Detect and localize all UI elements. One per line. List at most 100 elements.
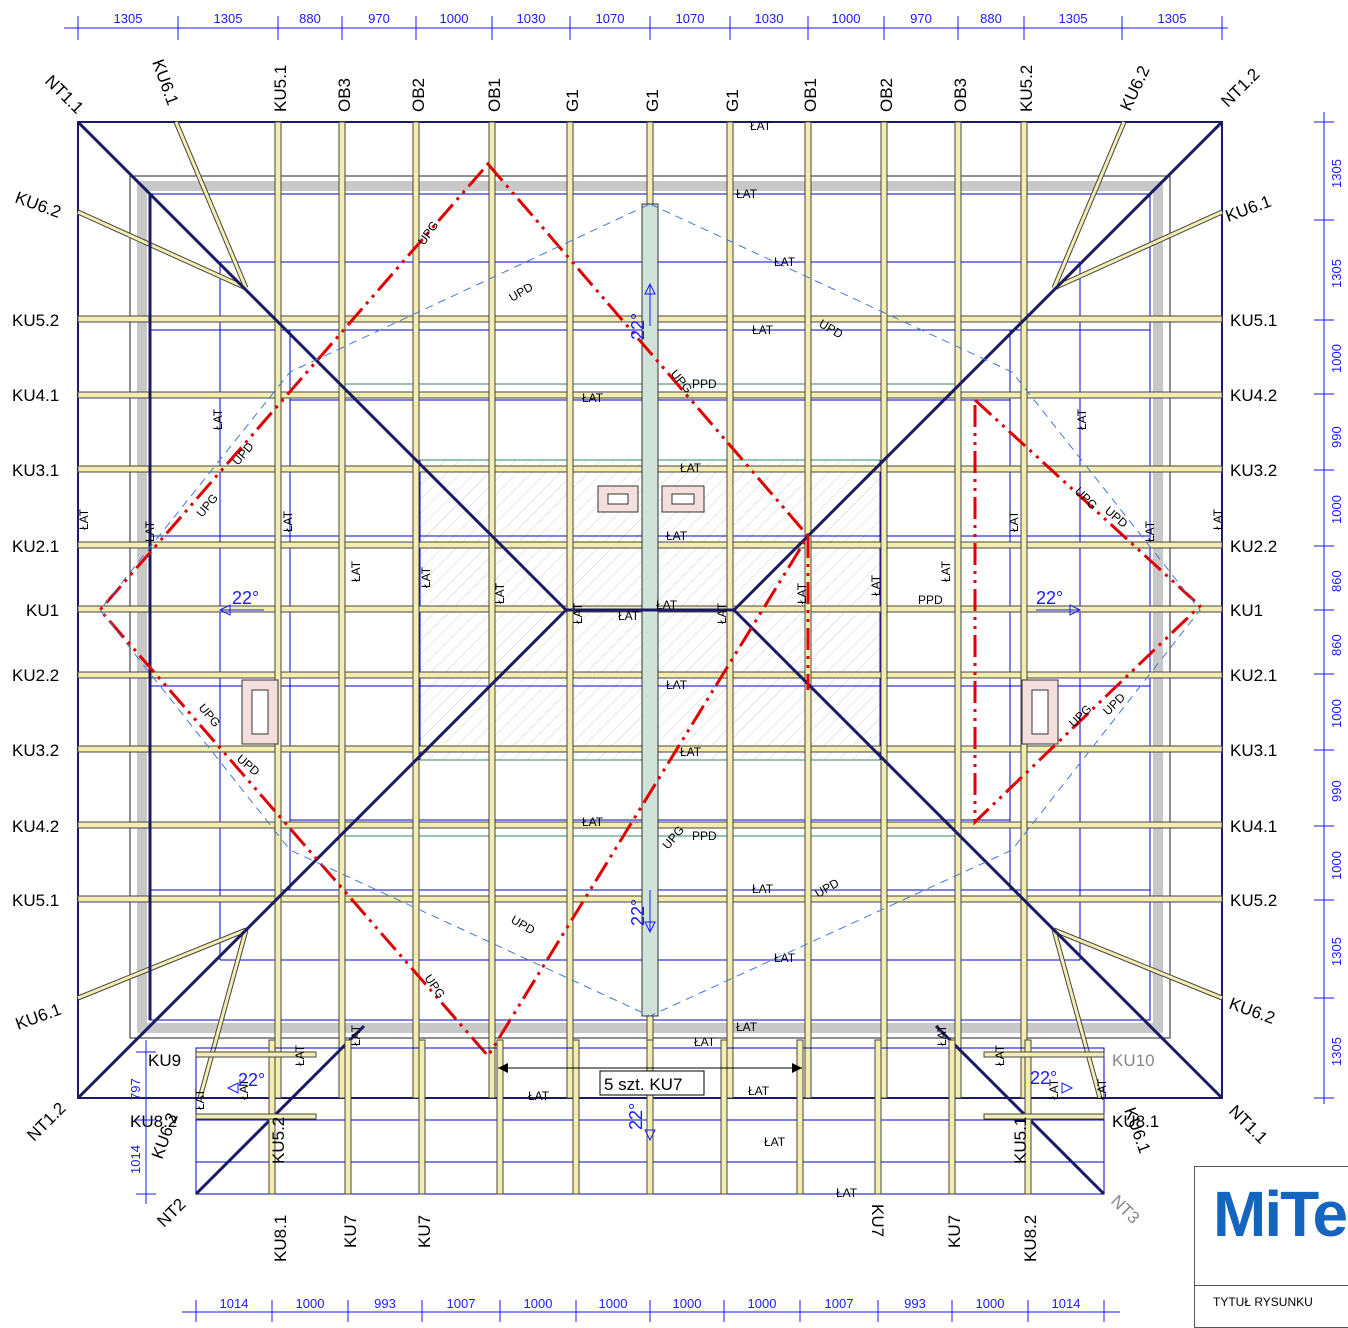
angle-wing-bottom: 22° — [626, 1103, 646, 1130]
dim-bottom-2: 1000 — [296, 1296, 325, 1311]
dim-top-4: 970 — [368, 11, 390, 26]
label-left-ku3-1: KU3.1 — [12, 461, 59, 480]
left-dimension-chain — [136, 1040, 156, 1204]
label-left-ku5-2: KU5.2 — [12, 311, 59, 330]
angle-right: 22° — [1036, 588, 1063, 608]
drawing-title-label: TYTUŁ RYSUNKU — [1213, 1295, 1313, 1309]
tag-lat: ŁAT — [736, 1020, 758, 1034]
tag-upg: UPG — [422, 972, 448, 1001]
angle-wing-right: 22° — [1030, 1068, 1057, 1088]
label-top-ku6-2: KU6.2 — [1116, 63, 1153, 114]
tag-lat: ŁAT — [666, 678, 688, 692]
angle-bottom: 22° — [628, 899, 648, 926]
label-right-ku2-1: KU2.1 — [1230, 666, 1277, 685]
tag-lat: ŁAT — [764, 1135, 786, 1149]
label-top-nt1-1: NT1.1 — [41, 71, 87, 117]
tag-lat: ŁAT — [1075, 408, 1089, 430]
label-right-ku2-2: KU2.2 — [1230, 537, 1277, 556]
tag-upd: UPD — [230, 439, 257, 468]
tag-lat: ŁAT — [281, 510, 295, 532]
tag-lat: ŁAT — [77, 508, 91, 530]
label-bottom-nt3: NT3 — [1107, 1191, 1143, 1227]
dim-top-8: 1070 — [676, 11, 705, 26]
label-left-ku4-1: KU4.1 — [12, 386, 59, 405]
dim-right-8: 1000 — [1329, 699, 1344, 728]
tag-upd: UPD — [1102, 504, 1131, 531]
tag-upd: UPD — [509, 912, 538, 937]
label-left-ku5-1: KU5.1 — [12, 891, 59, 910]
upd-line — [99, 203, 1201, 1017]
upg-line — [98, 161, 1203, 1059]
dim-top-7: 1070 — [596, 11, 625, 26]
dim-bottom-1: 1014 — [220, 1296, 249, 1311]
tag-lat: ŁAT — [694, 1035, 716, 1049]
tag-upg: UPG — [1072, 484, 1100, 512]
angle-left: 22° — [232, 588, 259, 608]
label-left-ku6-1: KU6.1 — [13, 1000, 64, 1034]
dim-top-11: 970 — [910, 11, 932, 26]
label-top-g1-b: G1 — [643, 89, 662, 112]
dim-right-10: 1000 — [1329, 851, 1344, 880]
tag-lat: ŁAT — [618, 609, 640, 623]
tag-lat: ŁAT — [836, 1186, 858, 1200]
tag-lat: ŁAT — [935, 1024, 949, 1046]
label-left-ku1: KU1 — [26, 601, 59, 620]
dim-right-11: 1305 — [1329, 937, 1344, 966]
tag-lat: ŁAT — [349, 1024, 363, 1046]
dim-top-9: 1030 — [755, 11, 784, 26]
dim-top-14: 1305 — [1158, 11, 1187, 26]
dim-bottom-8: 1000 — [748, 1296, 777, 1311]
tag-upd: UPD — [234, 752, 263, 779]
label-left-ku2-2: KU2.2 — [12, 666, 59, 685]
label-ku8-2-wing: KU8.2 — [130, 1112, 177, 1131]
dim-bottom-9: 1007 — [825, 1296, 854, 1311]
tag-lat: ŁAT — [715, 602, 729, 624]
title-divider — [1195, 1285, 1348, 1286]
label-top-ob1-r: OB1 — [801, 78, 820, 112]
label-ku10: KU10 — [1112, 1051, 1155, 1070]
label-bottom-ku7-b: KU7 — [415, 1215, 434, 1248]
tag-lat: ŁAT — [774, 951, 796, 965]
tag-ppd: PPD — [692, 377, 717, 391]
dim-top-6: 1030 — [517, 11, 546, 26]
tag-lat: ŁAT — [349, 560, 363, 582]
tag-lat: ŁAT — [1211, 508, 1225, 530]
label-ku5-2-wing: KU5.2 — [269, 1117, 288, 1164]
label-left-ku3-2: KU3.2 — [12, 741, 59, 760]
right-dimension-chain — [1314, 112, 1334, 1104]
dim-right-1: 1305 — [1329, 159, 1344, 188]
tag-lat: ŁAT — [1047, 1078, 1061, 1100]
bottom-dimension-texts: 1014 1000 993 1007 1000 1000 1000 1000 1… — [220, 1296, 1081, 1311]
label-right-ku6-1: KU6.1 — [1223, 192, 1274, 226]
tag-lat: ŁAT — [582, 391, 604, 405]
label-bottom-nt1-1: NT1.1 — [1225, 1101, 1271, 1147]
right-truss-labels: KU6.1 KU5.1 KU4.2 KU3.2 KU2.2 KU1 KU2.1 … — [1223, 192, 1278, 1028]
hip-lines — [76, 120, 1224, 1100]
tag-lat: ŁAT — [528, 1089, 550, 1103]
label-ku8-1-wing: KU8.1 — [1112, 1112, 1159, 1131]
angle-top: 22° — [628, 313, 648, 340]
label-top-g1-c: G1 — [723, 89, 742, 112]
tag-lat: ŁAT — [193, 1088, 207, 1110]
tag-lat: ŁAT — [680, 461, 702, 475]
dim-left-1: 797 — [128, 1078, 143, 1100]
tag-upd: UPD — [507, 280, 536, 305]
tag-lat: ŁAT — [993, 1044, 1007, 1066]
tag-upg: UPG — [194, 491, 221, 520]
angle-wing-left: 22° — [238, 1070, 265, 1090]
dim-right-5: 1000 — [1329, 495, 1344, 524]
dim-bottom-11: 1000 — [976, 1296, 1005, 1311]
dim-top-3: 880 — [299, 11, 321, 26]
top-dimension-chain — [64, 16, 1228, 40]
label-bottom-nt1-2: NT1.2 — [23, 1099, 69, 1145]
label-right-ku3-1: KU3.1 — [1230, 741, 1277, 760]
label-right-ku6-2: KU6.2 — [1227, 994, 1278, 1028]
tag-lat: ŁAT — [748, 1084, 770, 1098]
tag-lat: ŁAT — [493, 582, 507, 604]
tag-lat: ŁAT — [419, 566, 433, 588]
tag-ppd: PPD — [692, 829, 717, 843]
dim-top-13: 1305 — [1059, 11, 1088, 26]
label-bottom-ku8-1: KU8.1 — [271, 1215, 290, 1262]
dim-right-6: 860 — [1329, 570, 1344, 592]
